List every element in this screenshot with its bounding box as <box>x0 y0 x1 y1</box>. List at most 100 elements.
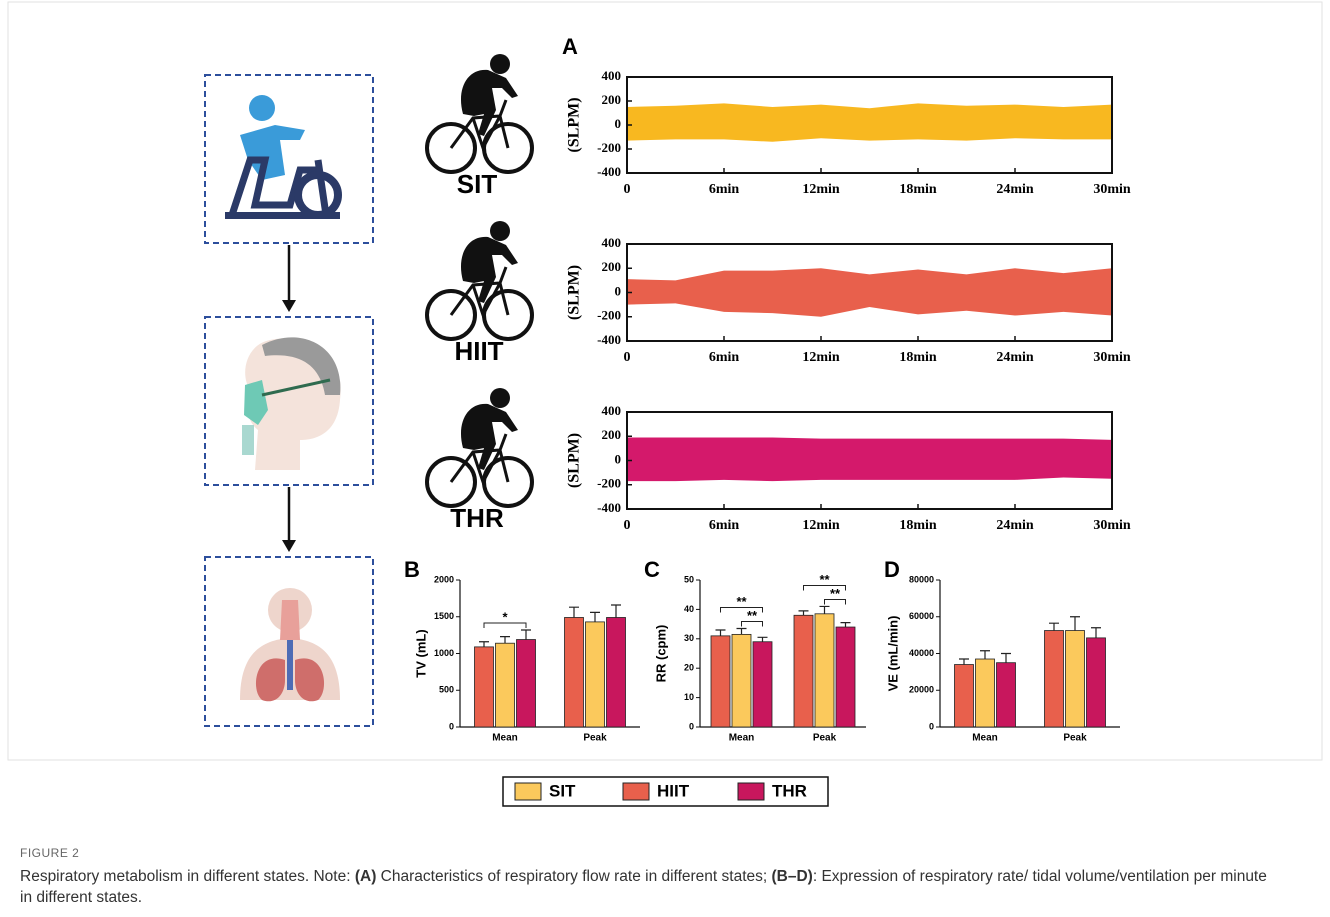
y-tick-label: 20 <box>684 663 694 673</box>
y-tick-label: 20000 <box>909 685 934 695</box>
bar <box>565 617 584 727</box>
x-tick-label: Mean <box>492 733 518 744</box>
y-axis-label: VE (mL/min) <box>885 616 900 692</box>
bar <box>753 642 772 727</box>
y-tick-label: 60000 <box>909 611 934 621</box>
x-tick-label: 0 <box>624 182 631 197</box>
x-tick-label: Peak <box>813 733 837 744</box>
x-tick-label: 6min <box>709 518 740 533</box>
y-tick-label: 200 <box>602 259 622 274</box>
error-bar <box>980 651 990 659</box>
y-tick-label: 200 <box>602 92 622 107</box>
bar <box>1066 631 1085 727</box>
bar <box>976 659 995 727</box>
x-tick-label: 18min <box>899 518 937 533</box>
significance-label: ** <box>830 586 841 601</box>
y-tick-label: 0 <box>615 116 622 131</box>
y-tick-label: 400 <box>602 403 622 418</box>
y-tick-label: 400 <box>602 235 622 250</box>
error-bar <box>959 659 969 665</box>
x-tick-label: 12min <box>802 350 840 365</box>
y-tick-label: -200 <box>597 476 621 491</box>
y-tick-label: 1000 <box>434 648 454 658</box>
error-bar <box>841 623 851 627</box>
error-bar <box>737 629 747 635</box>
bar <box>955 665 974 727</box>
mask-icon <box>242 337 341 470</box>
panel-label: B <box>404 557 420 582</box>
y-tick-label: 50 <box>684 574 694 584</box>
y-axis-label: (SLPM) <box>566 265 583 320</box>
bar <box>1087 638 1106 727</box>
y-tick-label: -400 <box>597 164 621 179</box>
bar <box>815 614 834 727</box>
y-tick-label: 40 <box>684 604 694 614</box>
cyclist-icon <box>427 388 532 506</box>
significance-label: ** <box>819 572 830 587</box>
y-tick-label: 0 <box>615 283 622 298</box>
y-tick-label: 400 <box>602 68 622 83</box>
flow-signal <box>627 103 1112 141</box>
error-bar <box>820 606 830 613</box>
cyclist-icon <box>427 54 532 172</box>
y-tick-label: 40000 <box>909 648 934 658</box>
bar <box>711 636 730 727</box>
bar <box>586 622 605 727</box>
error-bar <box>479 642 489 647</box>
bar <box>836 627 855 727</box>
error-bar <box>569 607 579 617</box>
caption: Respiratory metabolism in different stat… <box>20 866 1270 908</box>
y-axis-label: (SLPM) <box>566 97 583 152</box>
y-tick-label: -200 <box>597 140 621 155</box>
y-tick-label: 0 <box>449 721 454 731</box>
x-tick-label: 30min <box>1093 182 1131 197</box>
y-tick-label: -200 <box>597 308 621 323</box>
legend-swatch <box>738 783 764 800</box>
error-bar <box>1001 654 1011 663</box>
y-tick-label: 0 <box>615 451 622 466</box>
caption-ref: (B–D) <box>772 868 813 885</box>
y-axis-label: RR (cpm) <box>653 625 668 683</box>
x-tick-label: 24min <box>996 518 1034 533</box>
significance-label: ** <box>747 608 758 623</box>
error-bar <box>611 605 621 617</box>
error-bar <box>1091 628 1101 638</box>
bar <box>1045 631 1064 727</box>
y-axis-label: (SLPM) <box>566 433 583 488</box>
illustrations <box>205 54 532 726</box>
legend-label: SIT <box>549 781 576 800</box>
y-tick-label: 80000 <box>909 574 934 584</box>
legend-label: THR <box>772 781 807 800</box>
caption-text: Respiratory metabolism in different stat… <box>20 868 355 885</box>
x-tick-label: Peak <box>1063 733 1087 744</box>
panel-label: D <box>884 557 900 582</box>
page: {"figure": {"panel_labels": ["A", "B", "… <box>0 0 1330 917</box>
error-bar <box>1070 617 1080 631</box>
y-tick-label: 10 <box>684 692 694 702</box>
x-tick-label: 24min <box>996 182 1034 197</box>
flow-signal <box>627 268 1112 317</box>
y-tick-label: 2000 <box>434 574 454 584</box>
x-tick-label: 6min <box>709 182 740 197</box>
x-tick-label: 18min <box>899 350 937 365</box>
error-bar <box>500 637 510 644</box>
error-bar <box>521 630 531 640</box>
y-tick-label: 0 <box>689 721 694 731</box>
x-tick-label: 24min <box>996 350 1034 365</box>
activity-label: SIT <box>457 169 498 199</box>
error-bar <box>799 611 809 615</box>
exercise-bike-icon <box>225 95 340 219</box>
y-tick-label: -400 <box>597 500 621 515</box>
bar <box>475 647 494 727</box>
y-tick-label: -400 <box>597 332 621 347</box>
x-tick-label: Mean <box>729 733 755 744</box>
x-tick-label: 6min <box>709 350 740 365</box>
error-bar <box>758 637 768 641</box>
legend-label: HIIT <box>657 781 690 800</box>
bar <box>997 663 1016 727</box>
x-tick-label: 30min <box>1093 350 1131 365</box>
lungs-icon <box>240 588 340 701</box>
x-tick-label: 18min <box>899 182 937 197</box>
significance-label: ** <box>736 594 747 609</box>
